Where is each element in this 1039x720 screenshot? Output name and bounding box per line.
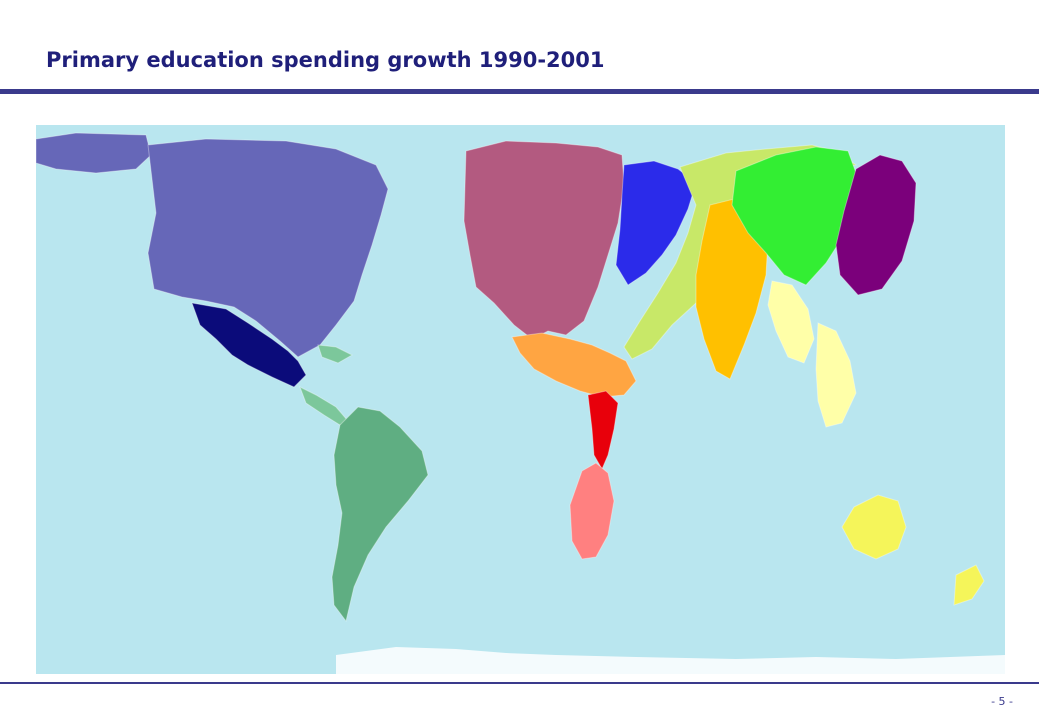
region-mexico xyxy=(191,302,307,388)
region-oceania xyxy=(841,494,985,606)
cartogram-svg xyxy=(36,132,1005,674)
region-south-america xyxy=(331,406,429,623)
cartogram-map xyxy=(36,125,1005,674)
region-north-africa xyxy=(511,332,637,398)
region-southeast-asia xyxy=(767,280,857,428)
page-number: - 5 - xyxy=(991,695,1013,708)
region-north-america-arctic xyxy=(36,132,152,174)
region-central-africa xyxy=(587,390,619,471)
footer-divider xyxy=(0,682,1039,684)
slide-title: Primary education spending growth 1990-2… xyxy=(46,48,605,72)
region-southern-africa xyxy=(569,462,615,560)
region-eastern-asia xyxy=(835,154,917,296)
region-eastern-europe xyxy=(615,160,697,286)
region-caribbean xyxy=(299,344,354,426)
region-antarctica xyxy=(336,647,1005,674)
title-divider xyxy=(0,89,1039,94)
region-asia-pacific xyxy=(731,146,857,286)
region-north-america xyxy=(147,138,389,358)
region-western-europe xyxy=(463,140,625,340)
